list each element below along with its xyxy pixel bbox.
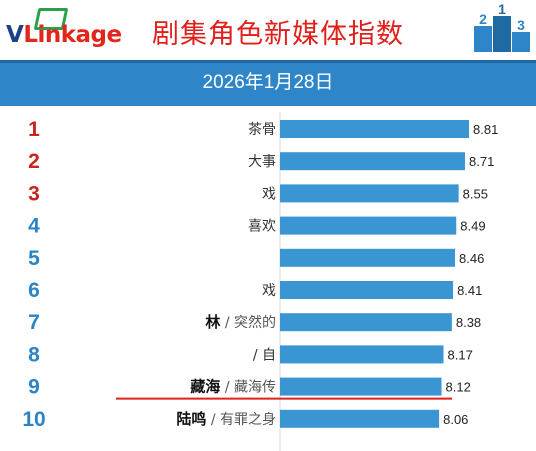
category-label: 陆鸣 / 有罪之身 — [176, 410, 276, 428]
bar — [280, 377, 442, 396]
svg-text:3: 3 — [517, 17, 525, 33]
rank-number: 9 — [28, 376, 40, 399]
vlinkage-logo: VLinkage — [6, 8, 122, 48]
value-label: 8.38 — [456, 315, 481, 330]
category-label: 戏 — [262, 186, 276, 202]
date-band-edge — [0, 60, 536, 63]
svg-text:2: 2 — [479, 11, 487, 27]
value-label: 8.71 — [469, 154, 494, 169]
bar — [280, 152, 466, 171]
value-label: 8.12 — [446, 380, 471, 395]
rank-number: 10 — [22, 408, 45, 431]
rank-number: 5 — [28, 247, 40, 270]
category-label: 大事 — [248, 154, 276, 170]
bar — [280, 409, 440, 428]
svg-text:1: 1 — [498, 2, 506, 17]
rank-number: 1 — [28, 118, 40, 141]
logo-wordmark: VLinkage — [6, 22, 122, 48]
category-label: / 自 — [253, 347, 276, 363]
date-band — [0, 60, 536, 106]
value-label: 8.49 — [460, 219, 485, 234]
category-label: 喜欢 — [248, 219, 276, 235]
value-label: 8.41 — [457, 283, 482, 298]
logo-rest: Linkage — [23, 22, 122, 48]
value-label: 8.17 — [448, 347, 473, 362]
category-label: 戏 — [262, 283, 276, 299]
chart-date: 2026年1月28日 — [202, 72, 334, 93]
bar — [280, 248, 456, 267]
page-title: 剧集角色新媒体指数 — [152, 19, 404, 50]
bar — [280, 313, 452, 332]
value-label: 8.46 — [459, 251, 484, 266]
rank-number: 3 — [28, 182, 40, 205]
bar — [280, 216, 457, 235]
rank-number: 6 — [28, 279, 40, 302]
value-label: 8.55 — [463, 186, 488, 201]
bar — [280, 281, 454, 299]
podium-icon: 2 1 3 — [474, 2, 530, 52]
logo-v: V — [6, 22, 24, 48]
rank-number: 4 — [28, 215, 40, 238]
rank-number: 8 — [28, 343, 40, 366]
bar — [280, 184, 459, 203]
value-label: 8.06 — [443, 412, 468, 427]
category-label: 藏海 / 藏海传 — [190, 378, 276, 396]
rank-number: 2 — [28, 150, 40, 173]
rank-number: 7 — [28, 311, 40, 334]
category-label: 林 / 突然的 — [205, 313, 276, 331]
bar-chart: 1 茶骨 8.81 2 大事 8.71 3 戏 8.55 4 喜欢 8.49 5 8.46 6 戏 8.41 7 林… — [22, 112, 498, 451]
category-label: 茶骨 — [248, 122, 276, 138]
bar — [280, 345, 444, 364]
bar — [280, 120, 469, 138]
value-label: 8.81 — [473, 122, 498, 137]
